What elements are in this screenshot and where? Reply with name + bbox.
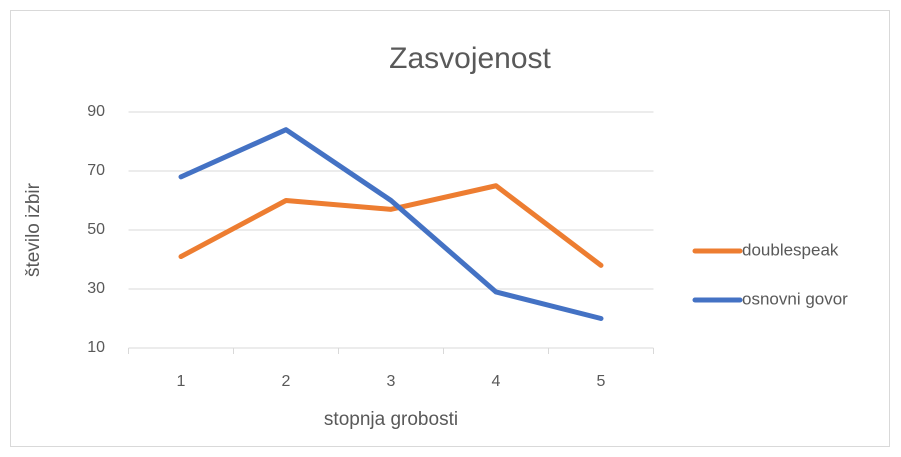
y-tick-label: 30 [87, 280, 105, 297]
x-tick-label: 2 [282, 373, 291, 390]
y-tick-label: 10 [87, 339, 105, 356]
chart-title: Zasvojenost [389, 42, 551, 75]
x-axis-label: stopnja grobosti [324, 409, 458, 430]
line-series [178, 183, 604, 268]
x-tick-label: 4 [492, 373, 501, 390]
x-tick-label: 5 [597, 373, 606, 390]
legend-label: osnovni govor [742, 289, 848, 308]
y-tick-label: 50 [87, 221, 105, 238]
chart-border [10, 10, 890, 447]
y-tick-label: 70 [87, 162, 105, 179]
line-series [178, 127, 604, 321]
y-axis-label: število izbir [23, 182, 44, 277]
x-tick-label: 3 [387, 373, 396, 390]
y-tick-label: 90 [87, 103, 105, 120]
x-tick-label: 1 [177, 373, 186, 390]
legend-label: doublespeak [742, 240, 839, 259]
